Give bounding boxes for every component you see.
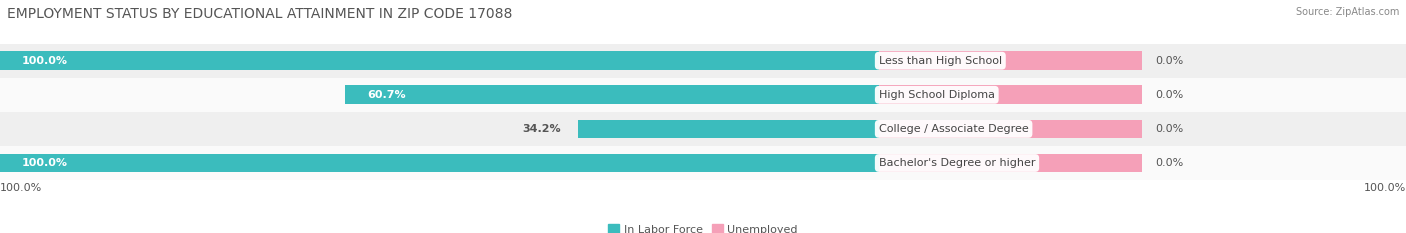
Text: 100.0%: 100.0% (0, 183, 42, 193)
Text: High School Diploma: High School Diploma (879, 90, 995, 100)
Text: Bachelor's Degree or higher: Bachelor's Degree or higher (879, 158, 1035, 168)
Bar (0, 44, 1406, 78)
Text: Less than High School: Less than High School (879, 56, 1002, 66)
Text: EMPLOYMENT STATUS BY EDUCATIONAL ATTAINMENT IN ZIP CODE 17088: EMPLOYMENT STATUS BY EDUCATIONAL ATTAINM… (7, 7, 512, 21)
Text: 0.0%: 0.0% (1156, 90, 1184, 100)
Bar (879, 120, 1142, 138)
Bar (346, 86, 879, 104)
Text: 34.2%: 34.2% (522, 124, 561, 134)
Bar (879, 154, 1142, 172)
Text: 100.0%: 100.0% (1364, 183, 1406, 193)
Text: 0.0%: 0.0% (1156, 56, 1184, 66)
Bar (0, 146, 1406, 180)
Bar (0, 51, 879, 70)
Text: 0.0%: 0.0% (1156, 158, 1184, 168)
Bar (0, 112, 1406, 146)
Bar (0, 78, 1406, 112)
Text: 60.7%: 60.7% (367, 90, 406, 100)
Text: College / Associate Degree: College / Associate Degree (879, 124, 1029, 134)
Bar (879, 51, 1142, 70)
Legend: In Labor Force, Unemployed: In Labor Force, Unemployed (603, 220, 803, 233)
Bar (0, 154, 879, 172)
Text: Source: ZipAtlas.com: Source: ZipAtlas.com (1295, 7, 1399, 17)
Text: 0.0%: 0.0% (1156, 124, 1184, 134)
Text: 100.0%: 100.0% (22, 56, 67, 66)
Text: 100.0%: 100.0% (22, 158, 67, 168)
Bar (879, 86, 1142, 104)
Bar (578, 120, 879, 138)
